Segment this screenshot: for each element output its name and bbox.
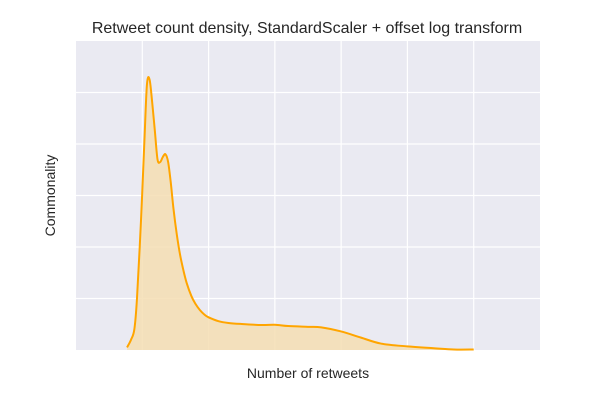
- density-line: [126, 76, 474, 351]
- chart-title: Retweet count density, StandardScaler + …: [92, 20, 522, 37]
- density-area-fill: [127, 77, 474, 350]
- series-layer: [126, 76, 474, 351]
- x-axis-label: Number of retweets: [247, 365, 369, 381]
- y-axis-label: Commonality: [42, 155, 58, 237]
